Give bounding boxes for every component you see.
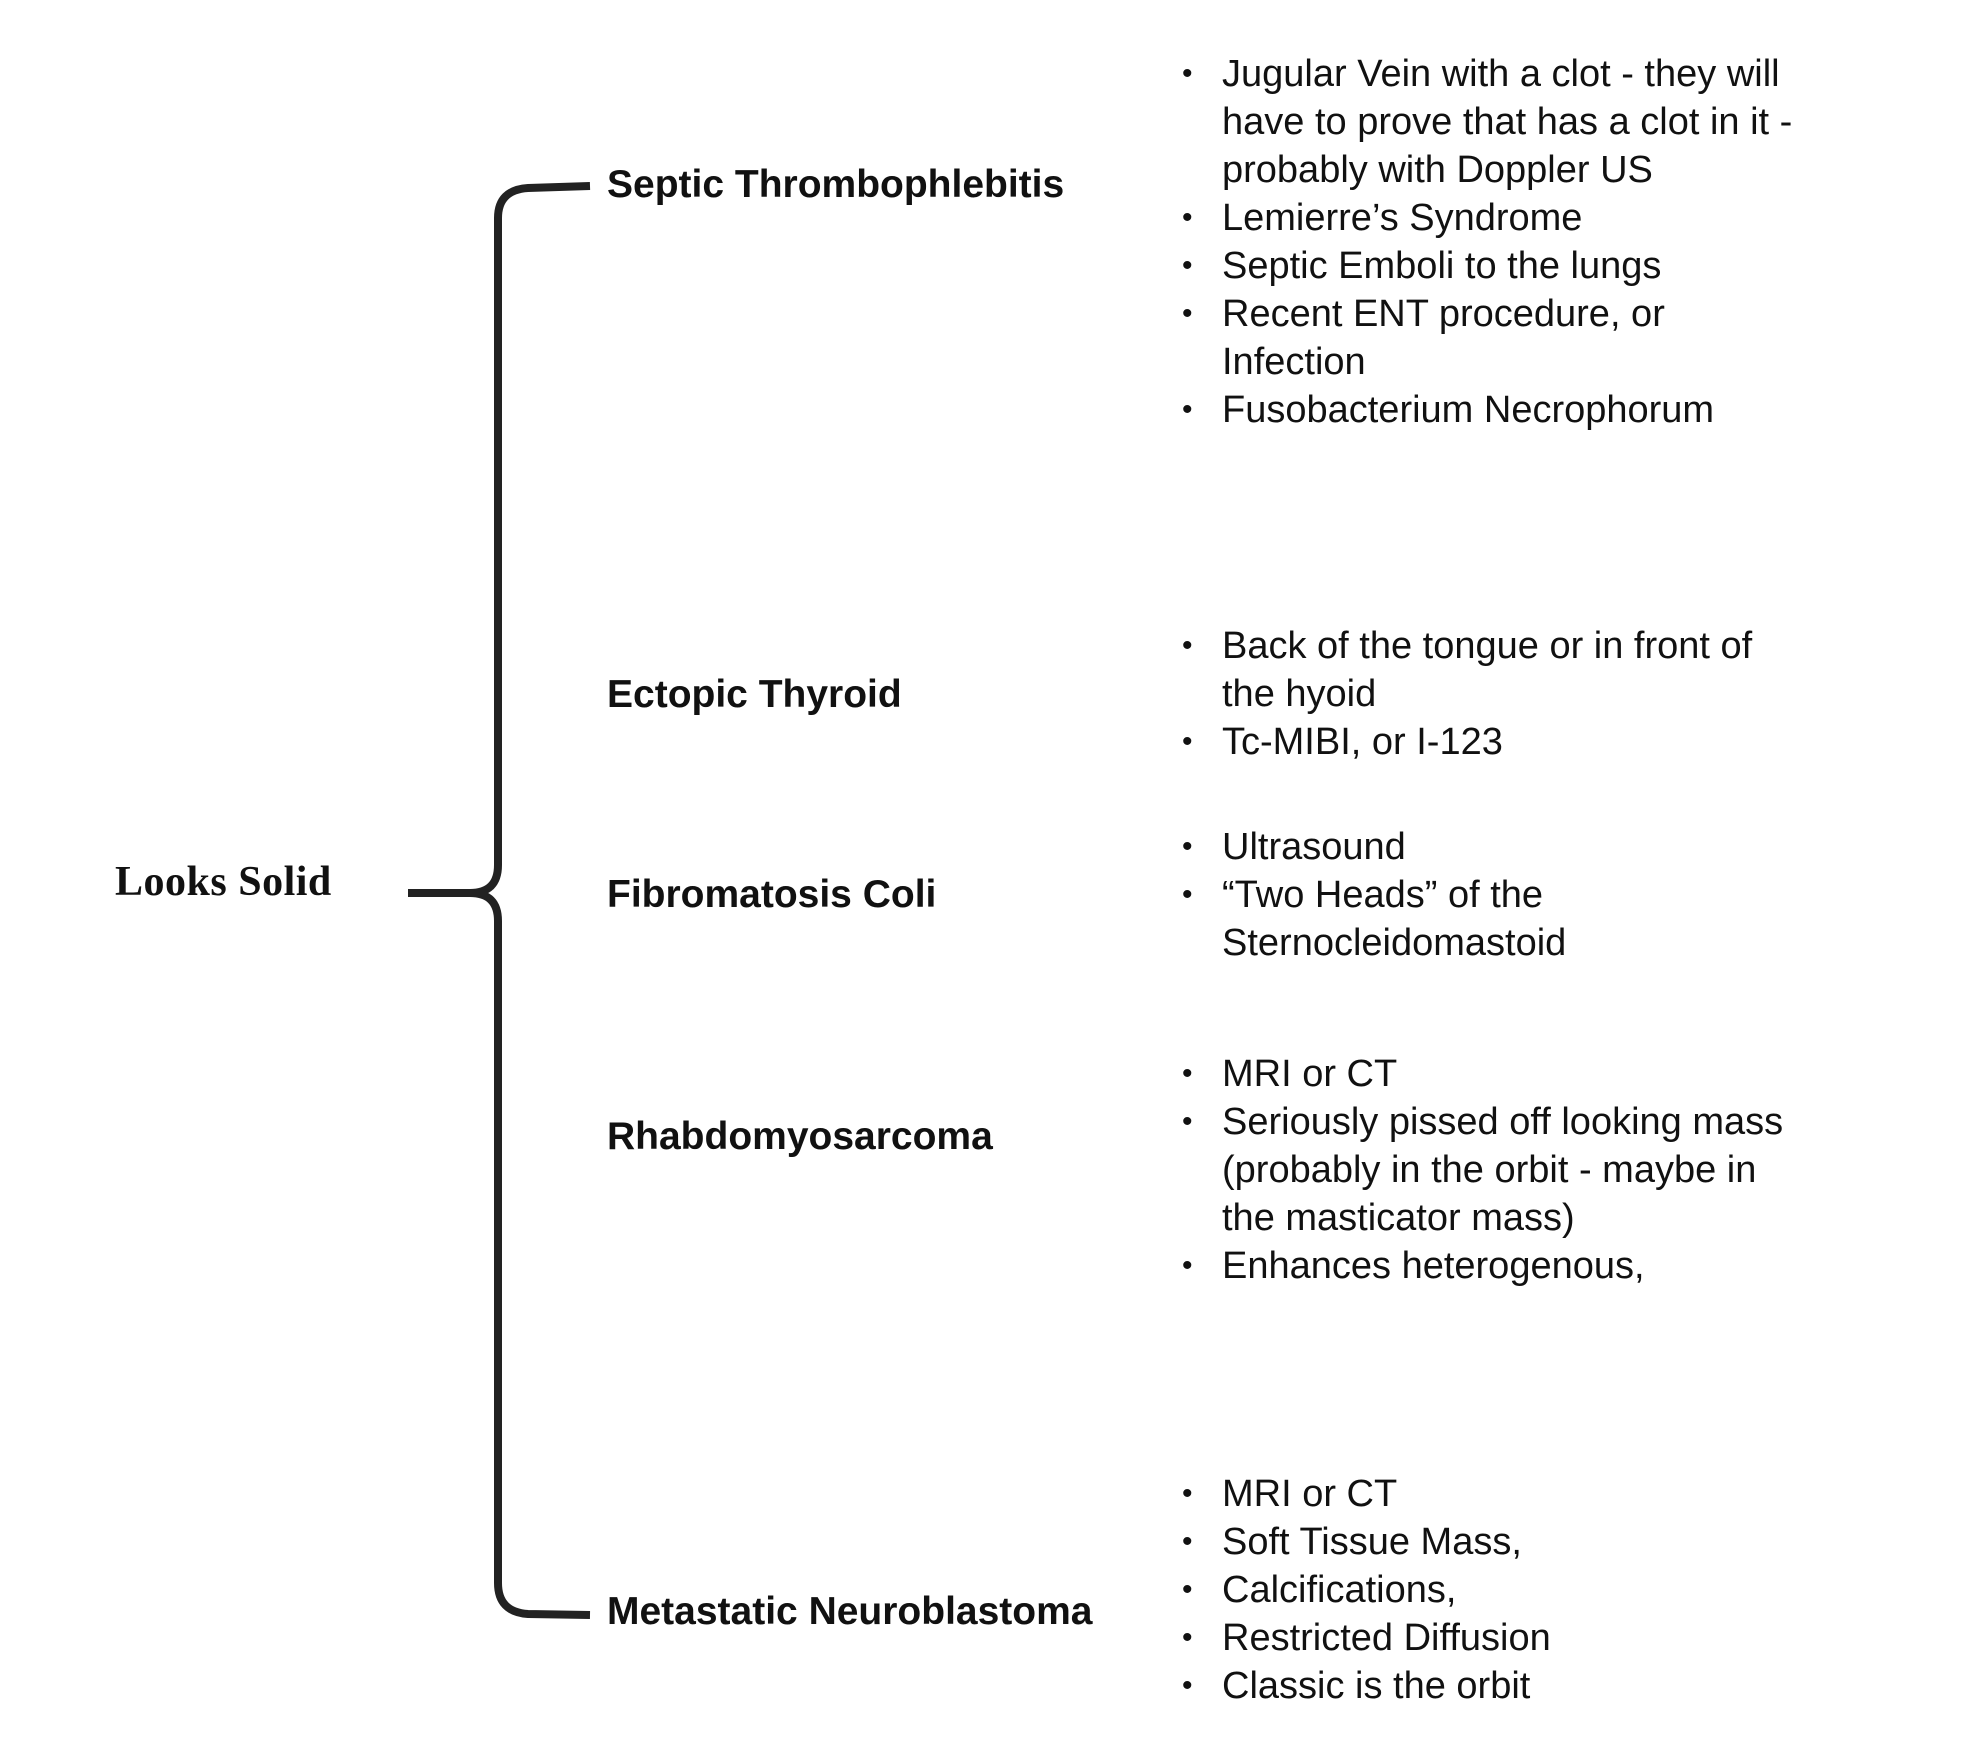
bullet-list-ectopic-thyroid: Back of the tongue or in front of the hy…	[1182, 622, 1802, 766]
bullet-item: Back of the tongue or in front of the hy…	[1182, 622, 1802, 718]
bullet-item: Ultrasound	[1182, 823, 1802, 871]
brace-lower-arm	[469, 889, 591, 1619]
bullet-item: MRI or CT	[1182, 1470, 1802, 1518]
category-ectopic-thyroid: Ectopic Thyroid	[607, 673, 902, 716]
bullet-item: Tc-MIBI, or I-123	[1182, 718, 1802, 766]
bullet-item: MRI or CT	[1182, 1050, 1802, 1098]
bullet-item: Classic is the orbit	[1182, 1662, 1802, 1710]
category-fibromatosis-coli: Fibromatosis Coli	[607, 873, 937, 916]
category-rhabdomyosarcoma: Rhabdomyosarcoma	[607, 1115, 993, 1158]
bullet-list-metastatic-neuroblastoma: MRI or CT Soft Tissue Mass, Calcificatio…	[1182, 1470, 1802, 1710]
bullet-item: Lemierre’s Syndrome	[1182, 194, 1802, 242]
root-label: Looks Solid	[115, 859, 332, 905]
bullet-list-rhabdomyosarcoma: MRI or CT Seriously pissed off looking m…	[1182, 1050, 1802, 1290]
bullet-item: Calcifications,	[1182, 1566, 1802, 1614]
bullet-list-septic-thrombophlebitis: Jugular Vein with a clot - they will hav…	[1182, 50, 1802, 434]
brace-upper-arm	[469, 182, 591, 897]
bullet-item: Septic Emboli to the lungs	[1182, 242, 1802, 290]
bullet-item: Fusobacterium Necrophorum	[1182, 386, 1802, 434]
bullet-item: Seriously pissed off looking mass (proba…	[1182, 1098, 1802, 1242]
bullet-list-fibromatosis-coli: Ultrasound “Two Heads” of the Sternoclei…	[1182, 823, 1802, 967]
category-metastatic-neuroblastoma: Metastatic Neuroblastoma	[607, 1590, 1093, 1633]
bullet-item: “Two Heads” of the Sternocleidomastoid	[1182, 871, 1802, 967]
bullet-item: Jugular Vein with a clot - they will hav…	[1182, 50, 1802, 194]
bullet-item: Recent ENT procedure, or Infection	[1182, 290, 1802, 386]
category-septic-thrombophlebitis: Septic Thrombophlebitis	[607, 163, 1065, 206]
bullet-item: Restricted Diffusion	[1182, 1614, 1802, 1662]
bullet-item: Soft Tissue Mass,	[1182, 1518, 1802, 1566]
bullet-item: Enhances heterogenous,	[1182, 1242, 1802, 1290]
